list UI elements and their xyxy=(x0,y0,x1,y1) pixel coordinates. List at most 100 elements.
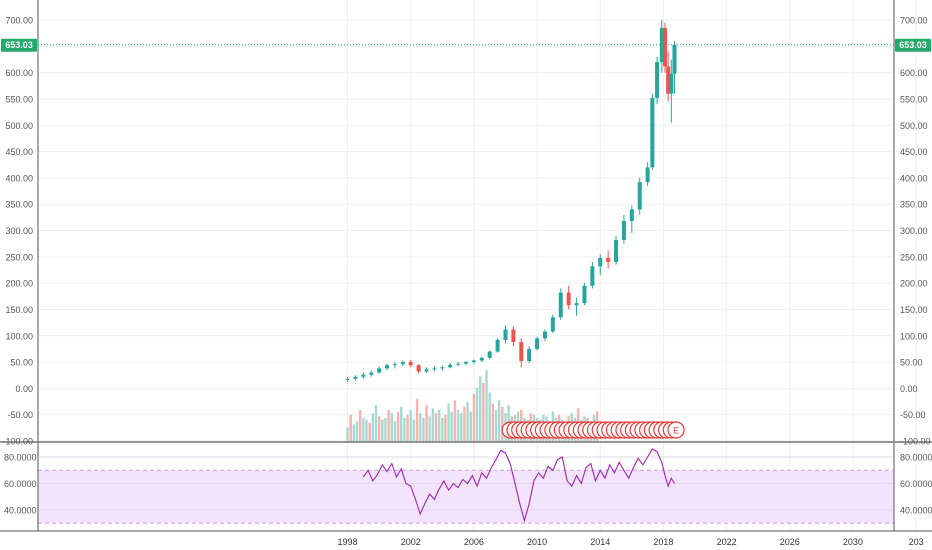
volume-bar xyxy=(447,403,450,442)
candle-body xyxy=(574,303,579,306)
price-tick-label: 350.00 xyxy=(5,200,33,210)
volume-bar xyxy=(403,418,406,442)
volume-bar xyxy=(425,405,428,442)
candle-body xyxy=(582,285,587,304)
volume-bar xyxy=(415,398,419,442)
price-tick-label-right: 300.00 xyxy=(900,226,928,236)
rsi-tick-label: 40.0000 xyxy=(4,506,37,516)
volume-bar xyxy=(371,413,375,442)
volume-bar xyxy=(412,419,416,442)
time-tick-label: 2018 xyxy=(653,537,673,547)
price-tick-label-right: 350.00 xyxy=(900,200,928,210)
price-tick-label-right: 700.00 xyxy=(900,16,928,26)
price-tick-label-right: 200.00 xyxy=(900,279,928,289)
volume-bar xyxy=(406,414,409,442)
volume-bar xyxy=(428,416,431,442)
rsi-tick-label: 80.0000 xyxy=(4,453,37,463)
volume-bar xyxy=(479,376,482,442)
candle-body xyxy=(432,368,437,370)
volume-bar xyxy=(409,410,412,442)
candle-body xyxy=(345,378,350,380)
volume-bar xyxy=(491,403,495,442)
volume-bar xyxy=(463,406,466,442)
volume-bar xyxy=(441,418,444,442)
candle-body xyxy=(464,362,468,364)
time-tick-label: 2026 xyxy=(780,537,800,547)
chart-grid xyxy=(38,0,917,531)
volume-bar xyxy=(434,413,438,442)
price-tick-label-right: 250.00 xyxy=(900,252,928,262)
candle-body xyxy=(550,317,555,332)
earnings-marker-label: E xyxy=(673,426,679,436)
candle-body xyxy=(669,73,674,94)
chart-axes[interactable]: 700.00700.00650.00650.00600.00600.00550.… xyxy=(2,16,932,548)
candle-body xyxy=(424,369,429,372)
time-tick-label: 2014 xyxy=(590,537,610,547)
candle-body xyxy=(519,342,524,362)
last-price-label-left: 653.03 xyxy=(5,40,33,50)
volume-bar xyxy=(501,406,504,442)
rsi-tick-label: 60.0000 xyxy=(4,479,37,489)
candle-body xyxy=(606,257,611,263)
candle-body xyxy=(659,27,664,63)
candle-body xyxy=(479,357,484,361)
last-price-tags: 653.03 653.03 xyxy=(1,38,931,52)
candle-body xyxy=(456,363,461,365)
volume-bar xyxy=(377,416,381,442)
volume-bar xyxy=(431,408,435,442)
rsi-tick-label-right: 80.0000 xyxy=(900,453,932,463)
volume-bar xyxy=(390,413,393,442)
rsi-line xyxy=(362,448,675,523)
volume-bar xyxy=(453,400,457,442)
candle-body xyxy=(487,351,492,358)
candle-body xyxy=(471,360,476,363)
time-tick-label: 203 xyxy=(909,537,924,547)
candle-body xyxy=(621,221,626,240)
volume-bar xyxy=(488,392,491,442)
candle-body xyxy=(440,367,445,369)
rsi-band xyxy=(38,470,894,524)
price-tick-label: 400.00 xyxy=(5,173,33,183)
candle-body xyxy=(503,329,508,340)
price-tick-label: 500.00 xyxy=(5,121,33,131)
time-tick-label: 2006 xyxy=(464,537,484,547)
candle-body xyxy=(535,338,540,349)
candle-body xyxy=(353,376,358,379)
price-tick-label: 100.00 xyxy=(5,331,33,341)
volume-bar xyxy=(368,422,371,442)
price-tick-label: 150.00 xyxy=(5,305,33,315)
volume-bar xyxy=(475,387,479,442)
candle-body xyxy=(614,239,619,263)
candle-body xyxy=(645,167,650,183)
candle-body xyxy=(598,257,603,267)
volume-bar xyxy=(437,410,441,442)
price-tick-label-right: 100.00 xyxy=(900,331,928,341)
candle-body xyxy=(590,266,595,286)
candle-body xyxy=(637,182,642,210)
rsi-tick-label-right: 60.0000 xyxy=(900,479,932,489)
candle-body xyxy=(448,364,453,368)
candle-body xyxy=(566,292,571,306)
price-tick-label-right: 0.00 xyxy=(900,384,918,394)
earnings-markers[interactable]: E xyxy=(501,421,685,439)
rsi-pane[interactable] xyxy=(38,448,894,524)
volume-bar xyxy=(460,413,463,442)
volume-bar xyxy=(482,382,485,442)
candle-body xyxy=(629,209,634,222)
price-tick-label-right: -50.00 xyxy=(900,410,926,420)
volume-bar xyxy=(418,413,422,442)
volume-bar xyxy=(400,406,403,442)
price-tick-label: 0.00 xyxy=(15,384,33,394)
time-tick-label: 2022 xyxy=(717,537,737,547)
price-tick-label: 550.00 xyxy=(5,94,33,104)
earnings-marker[interactable] xyxy=(667,421,685,439)
price-tick-label: 200.00 xyxy=(5,279,33,289)
volume-bar xyxy=(346,427,349,442)
price-tick-label: -100.00 xyxy=(2,437,33,447)
volume-bar xyxy=(450,411,453,442)
candle-body xyxy=(361,374,366,377)
price-tick-label-right: 450.00 xyxy=(900,147,928,157)
price-tick-label-right: 400.00 xyxy=(900,173,928,183)
price-tick-label-right: 150.00 xyxy=(900,305,928,315)
